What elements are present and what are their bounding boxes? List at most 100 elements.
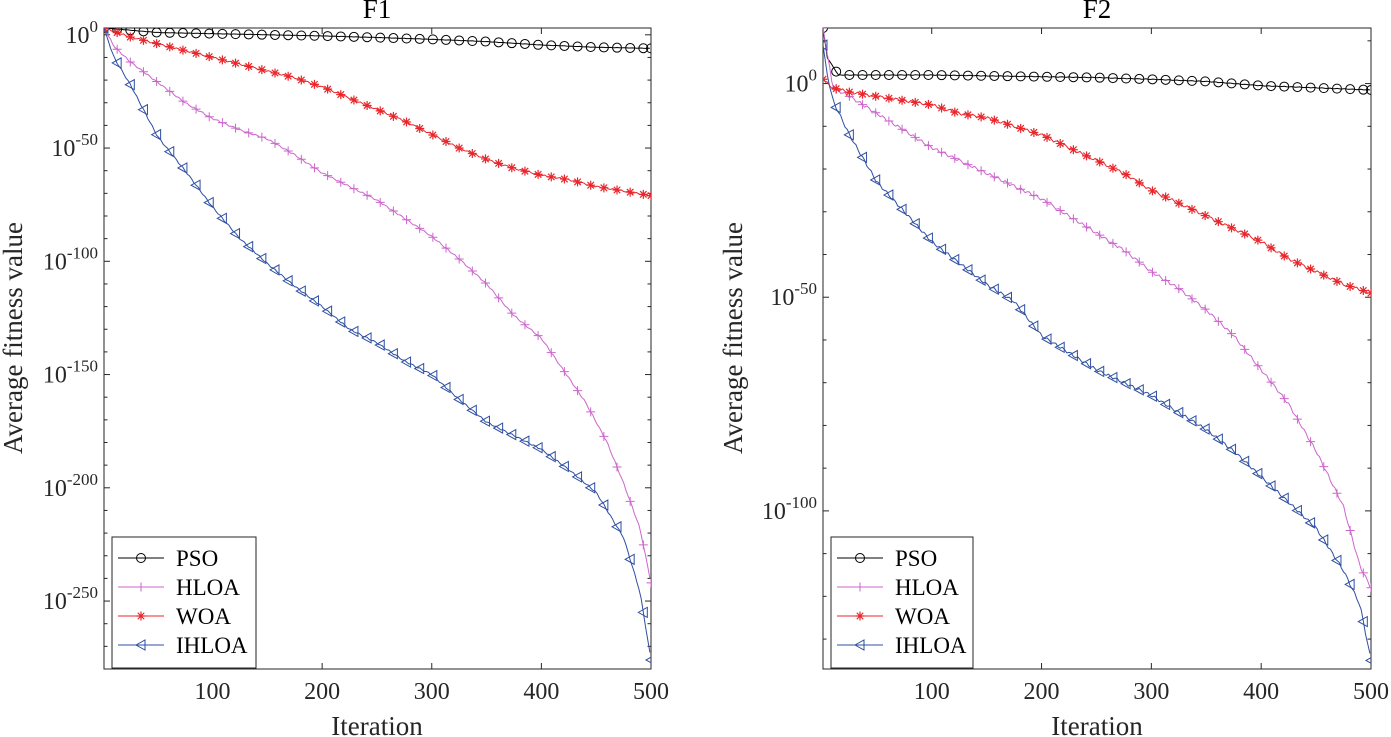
- legend-marker: [136, 553, 146, 563]
- series-ihloa-marker: [896, 203, 907, 216]
- series-pso-marker: [857, 70, 868, 81]
- legend: PSO HLOA WOA IHLOA: [830, 536, 974, 669]
- x-tick-label: 200: [1024, 679, 1060, 705]
- series-woa-marker: [362, 100, 372, 110]
- series-ihloa-marker: [571, 471, 583, 483]
- series-ihloa-marker: [935, 243, 947, 256]
- series-woa-marker: [257, 65, 267, 75]
- series-pso-marker: [1042, 71, 1053, 82]
- legend-item-ihloa: IHLOA: [118, 633, 248, 658]
- series-pso-marker: [1173, 75, 1184, 86]
- series-woa-marker: [349, 95, 359, 105]
- series-pso-marker: [962, 70, 973, 81]
- series-hloa-marker: [1134, 257, 1144, 267]
- x-tick-label: 300: [1133, 679, 1169, 705]
- series-woa-marker: [1332, 276, 1342, 286]
- series-woa-marker: [989, 115, 999, 125]
- series-hloa-marker: [112, 44, 122, 54]
- series-hloa-marker: [884, 116, 894, 126]
- series-ihloa-marker: [1159, 398, 1171, 411]
- series-pso-marker: [296, 30, 307, 41]
- series-woa-marker: [231, 58, 241, 68]
- series-hloa-marker: [1068, 214, 1078, 224]
- series-hloa-marker: [1029, 190, 1039, 200]
- series-ihloa-marker: [1330, 554, 1342, 567]
- series-pso-marker: [217, 28, 228, 39]
- series-woa-marker: [1266, 243, 1276, 253]
- series-ihloa-marker: [150, 128, 162, 141]
- series-pso-marker: [1226, 78, 1237, 89]
- series-woa-marker: [1174, 198, 1184, 208]
- series-woa-marker: [441, 137, 451, 147]
- series-hloa-marker: [270, 138, 280, 148]
- series-woa-marker: [1161, 192, 1171, 202]
- series-hloa-marker: [520, 320, 530, 330]
- series-hloa-marker: [1161, 275, 1171, 285]
- series-ihloa-marker: [505, 428, 517, 441]
- series-woa-marker: [1279, 251, 1289, 261]
- series-woa-marker: [217, 55, 227, 65]
- series-ihloa-marker: [1106, 371, 1118, 384]
- series-ihloa-marker: [1172, 406, 1184, 419]
- series-pso-marker: [598, 42, 609, 53]
- y-tick-label: 100: [66, 17, 99, 49]
- series-woa: [823, 74, 1371, 298]
- series-woa-marker: [1147, 186, 1157, 196]
- series-hloa-marker: [296, 154, 306, 164]
- series-woa-marker: [897, 95, 907, 105]
- series-ihloa-marker: [988, 283, 999, 296]
- y-axis-label: Average fitness value: [718, 222, 748, 454]
- series-pso-marker: [230, 29, 241, 40]
- series-woa-marker: [375, 106, 385, 116]
- x-tick-label: 500: [633, 679, 669, 705]
- series-hloa-marker: [1055, 206, 1065, 216]
- series-pso: [104, 28, 651, 54]
- series-pso-marker: [493, 37, 504, 48]
- series-ihloa-marker: [584, 481, 596, 494]
- series-pso-line: [104, 28, 650, 49]
- y-ticks: 100 10-50 10-100 10-150 10-200 10-250: [43, 17, 651, 670]
- series-ihloa-marker: [203, 196, 214, 209]
- y-tick-label: 10-50: [770, 279, 817, 311]
- series-hloa-marker: [1082, 222, 1092, 232]
- series-woa-marker: [1187, 204, 1197, 214]
- series-hloa-marker: [546, 348, 556, 358]
- y-tick-label: 10-50: [51, 130, 98, 162]
- series-hloa-marker: [910, 132, 920, 142]
- legend-label: PSO: [176, 546, 218, 571]
- legend-label: HLOA: [895, 575, 959, 600]
- series-hloa-marker: [323, 171, 333, 181]
- series-hloa-marker: [454, 254, 464, 264]
- series-pso-marker: [164, 28, 175, 38]
- series-ihloa-marker: [255, 252, 267, 265]
- series-pso-marker: [335, 31, 346, 42]
- series-pso-marker: [1239, 79, 1250, 90]
- series-woa-marker: [910, 97, 920, 107]
- series-pso-marker: [883, 70, 894, 81]
- series-woa-marker: [950, 107, 960, 117]
- series-pso-marker: [1147, 74, 1158, 85]
- series-woa-marker: [884, 93, 894, 103]
- series-woa-marker: [1366, 288, 1371, 298]
- series-hloa-marker: [586, 407, 596, 417]
- series-pso-marker: [1358, 84, 1369, 95]
- series-hloa-marker: [1121, 247, 1131, 257]
- series-hloa-marker: [336, 177, 346, 187]
- series-pso-marker: [270, 29, 281, 40]
- series-pso: [823, 28, 1371, 95]
- series-hloa-marker: [428, 232, 438, 242]
- series-ihloa-marker: [1027, 320, 1039, 332]
- legend-label: WOA: [176, 604, 231, 629]
- series-ihloa-marker: [624, 553, 635, 566]
- series-hloa: [104, 28, 651, 588]
- series-woa-marker: [323, 84, 333, 94]
- series-ihloa-marker: [321, 305, 333, 317]
- series-hloa-marker: [441, 243, 451, 253]
- series-hloa-marker: [480, 278, 490, 288]
- series-hloa-marker: [871, 108, 881, 118]
- series-ihloa-marker: [1185, 414, 1197, 427]
- x-tick-label: 100: [195, 679, 231, 705]
- series-pso-marker: [1002, 71, 1013, 82]
- series-woa-marker: [1213, 217, 1223, 227]
- x-tick-label: 200: [304, 679, 340, 705]
